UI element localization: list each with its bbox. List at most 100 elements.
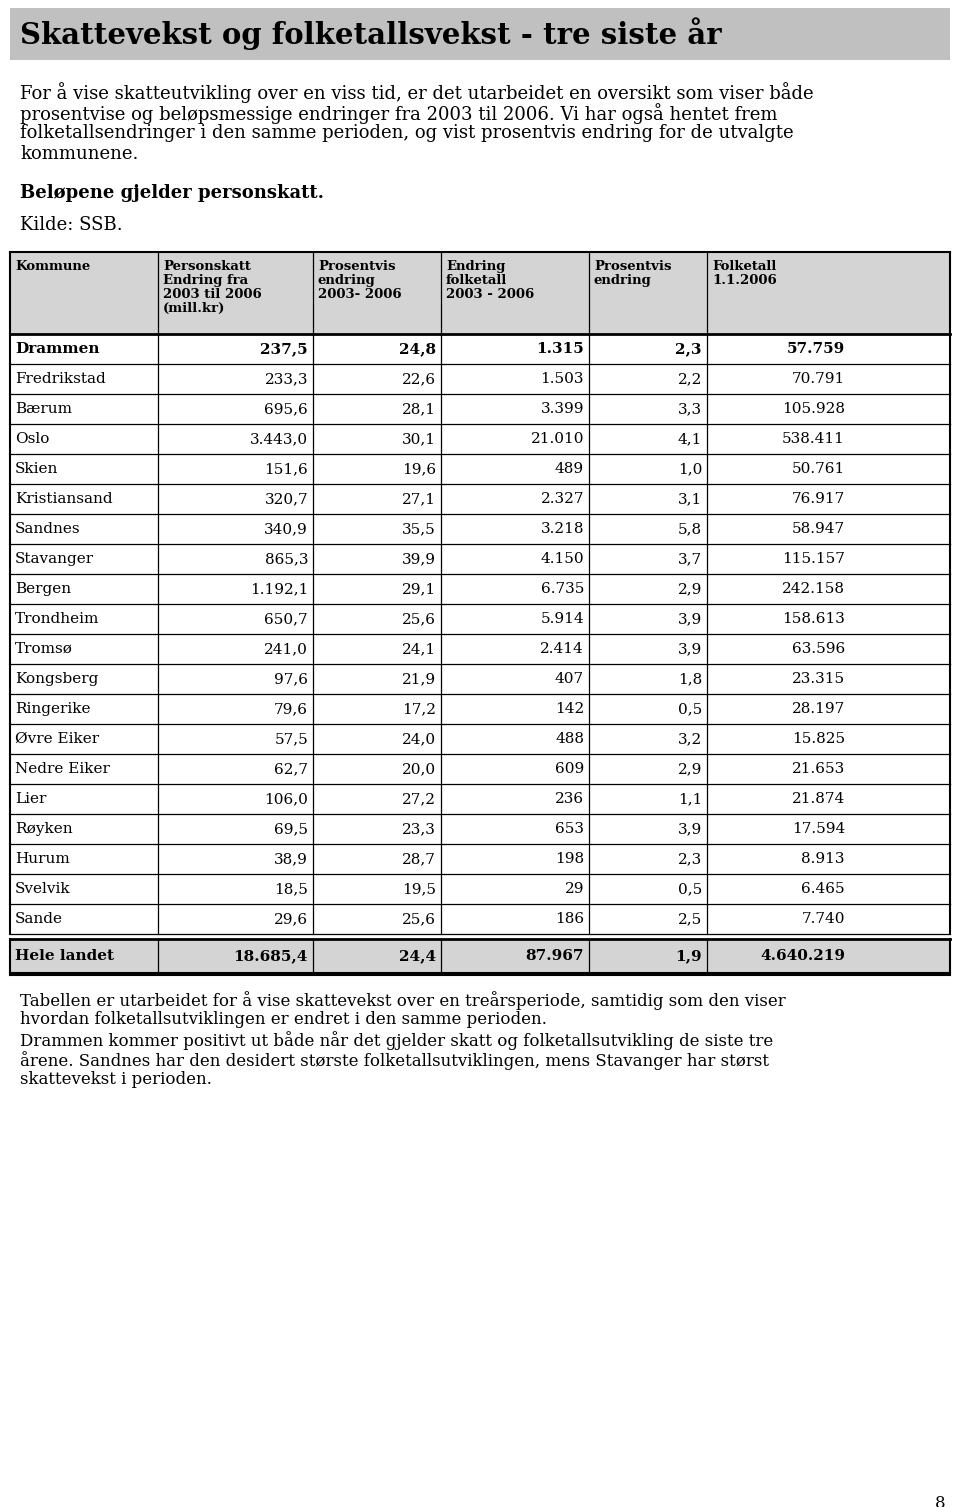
Text: Hurum: Hurum [15,851,70,867]
Text: 5,8: 5,8 [678,521,702,536]
Text: Bærum: Bærum [15,402,72,416]
Text: 24,0: 24,0 [402,732,436,746]
Text: 2,9: 2,9 [678,763,702,776]
Text: 23,3: 23,3 [402,821,436,836]
Text: 237,5: 237,5 [260,342,308,356]
Text: 21,9: 21,9 [402,672,436,686]
Text: 20,0: 20,0 [402,763,436,776]
Text: Kongsberg: Kongsberg [15,672,98,686]
Text: Bergen: Bergen [15,582,71,595]
Text: 23.315: 23.315 [792,672,845,686]
Text: 8: 8 [934,1495,945,1507]
Text: 340,9: 340,9 [264,521,308,536]
Text: 58.947: 58.947 [792,521,845,536]
Text: 2.327: 2.327 [540,491,584,506]
Text: Sandnes: Sandnes [15,521,81,536]
Text: Folketall: Folketall [712,261,777,273]
Text: Sande: Sande [15,912,63,925]
Text: Ringerike: Ringerike [15,702,90,716]
Text: 142: 142 [555,702,584,716]
Text: 57,5: 57,5 [275,732,308,746]
Text: Fredrikstad: Fredrikstad [15,372,106,386]
Text: 15.825: 15.825 [792,732,845,746]
Text: 2,5: 2,5 [678,912,702,925]
Text: 3,7: 3,7 [678,552,702,567]
Text: 2,2: 2,2 [678,372,702,386]
Text: 18.685,4: 18.685,4 [233,949,308,963]
Text: 70.791: 70.791 [792,372,845,386]
Text: 97,6: 97,6 [274,672,308,686]
Text: Prosentvis: Prosentvis [318,261,396,273]
FancyBboxPatch shape [10,939,950,974]
Text: 79,6: 79,6 [274,702,308,716]
Text: 6.735: 6.735 [540,582,584,595]
Text: Beløpene gjelder personskatt.: Beløpene gjelder personskatt. [20,184,324,202]
Text: 865,3: 865,3 [265,552,308,567]
Text: 2,9: 2,9 [678,582,702,595]
Text: Lier: Lier [15,793,46,806]
Text: 4.150: 4.150 [540,552,584,567]
Text: Drammen: Drammen [15,342,100,356]
Text: 2003 - 2006: 2003 - 2006 [446,288,535,301]
Text: 186: 186 [555,912,584,925]
Text: 18,5: 18,5 [275,882,308,897]
Text: 1.1.2006: 1.1.2006 [712,274,777,286]
Text: Svelvik: Svelvik [15,882,71,897]
Text: 50.761: 50.761 [792,463,845,476]
Text: Tromsø: Tromsø [15,642,73,656]
Text: Røyken: Røyken [15,821,73,836]
Text: 407: 407 [555,672,584,686]
Text: 19,5: 19,5 [402,882,436,897]
Text: folketall: folketall [446,274,508,286]
Text: 28,7: 28,7 [402,851,436,867]
Text: 1,1: 1,1 [678,793,702,806]
Text: 105.928: 105.928 [782,402,845,416]
Text: Tabellen er utarbeidet for å vise skattevekst over en treårsperiode, samtidig so: Tabellen er utarbeidet for å vise skatte… [20,992,785,1010]
Text: 21.874: 21.874 [792,793,845,806]
Text: 115.157: 115.157 [782,552,845,567]
Text: 4.640.219: 4.640.219 [760,949,845,963]
Text: Oslo: Oslo [15,433,49,446]
Text: 653: 653 [555,821,584,836]
Text: 25,6: 25,6 [402,612,436,625]
Text: 1.192,1: 1.192,1 [250,582,308,595]
Text: 69,5: 69,5 [274,821,308,836]
Text: 57.759: 57.759 [787,342,845,356]
Text: endring: endring [594,274,652,286]
Text: 30,1: 30,1 [402,433,436,446]
Text: 76.917: 76.917 [792,491,845,506]
Text: 5.914: 5.914 [540,612,584,625]
Text: 2003- 2006: 2003- 2006 [318,288,401,301]
Text: Trondheim: Trondheim [15,612,100,625]
Text: 3,9: 3,9 [678,821,702,836]
Text: kommunene.: kommunene. [20,145,138,163]
Text: Kristiansand: Kristiansand [15,491,112,506]
Text: 3.218: 3.218 [540,521,584,536]
Text: 3,9: 3,9 [678,612,702,625]
Text: 695,6: 695,6 [264,402,308,416]
Text: 21.653: 21.653 [792,763,845,776]
Text: 7.740: 7.740 [802,912,845,925]
Text: Prosentvis: Prosentvis [594,261,671,273]
Text: hvordan folketallsutviklingen er endret i den samme perioden.: hvordan folketallsutviklingen er endret … [20,1011,547,1028]
Text: 62,7: 62,7 [274,763,308,776]
Text: årene. Sandnes har den desidert største folketallsutviklingen, mens Stavanger ha: årene. Sandnes har den desidert største … [20,1050,769,1070]
Text: skattevekst i perioden.: skattevekst i perioden. [20,1071,212,1088]
Text: 29,6: 29,6 [274,912,308,925]
Text: Kilde: SSB.: Kilde: SSB. [20,216,123,234]
Text: 1,8: 1,8 [678,672,702,686]
Text: 28.197: 28.197 [792,702,845,716]
Text: 35,5: 35,5 [402,521,436,536]
Text: 25,6: 25,6 [402,912,436,925]
FancyBboxPatch shape [10,252,950,335]
Text: Øvre Eiker: Øvre Eiker [15,732,99,746]
Text: 0,5: 0,5 [678,882,702,897]
Text: Drammen kommer positivt ut både når det gjelder skatt og folketallsutvikling de : Drammen kommer positivt ut både når det … [20,1031,773,1050]
Text: 2.414: 2.414 [540,642,584,656]
Text: 2,3: 2,3 [678,851,702,867]
Text: folketallsendringer i den samme perioden, og vist prosentvis endring for de utva: folketallsendringer i den samme perioden… [20,124,794,142]
Text: 1.503: 1.503 [540,372,584,386]
Text: 1,9: 1,9 [676,949,702,963]
Text: 1.315: 1.315 [537,342,584,356]
Text: 8.913: 8.913 [802,851,845,867]
